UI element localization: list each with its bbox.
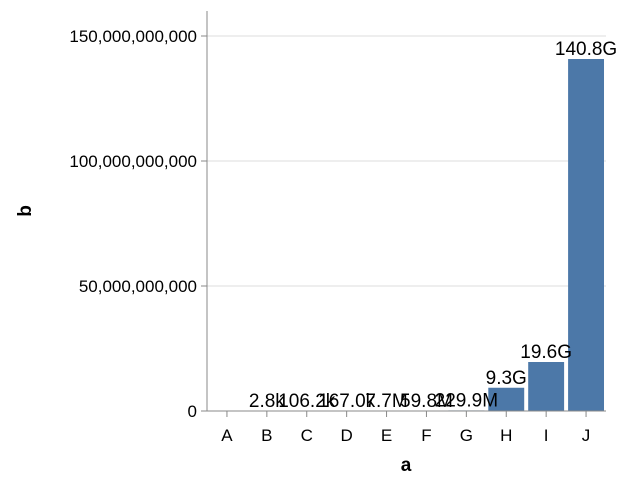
x-tick-label: A bbox=[221, 426, 233, 445]
y-tick-label: 0 bbox=[188, 402, 197, 421]
x-tick-label: H bbox=[500, 426, 512, 445]
x-tick-label: B bbox=[261, 426, 272, 445]
data-labels: 2.8k106.2k167.0k7.7M59.8M229.9M9.3G19.6G… bbox=[249, 39, 617, 412]
y-tick-label: 50,000,000,000 bbox=[79, 277, 197, 296]
bar-J bbox=[568, 59, 604, 411]
x-tick-label: F bbox=[421, 426, 431, 445]
x-tick-label: D bbox=[341, 426, 353, 445]
x-tick-label: J bbox=[582, 426, 591, 445]
x-tick-label: G bbox=[460, 426, 473, 445]
y-tick-label: 100,000,000,000 bbox=[69, 152, 197, 171]
x-tick-label: C bbox=[301, 426, 313, 445]
data-label: 9.3G bbox=[486, 368, 527, 389]
data-label: 140.8G bbox=[555, 39, 617, 60]
data-label: 19.6G bbox=[520, 342, 572, 363]
y-axis-title: b bbox=[15, 205, 36, 217]
data-label: 229.9M bbox=[435, 390, 498, 411]
y-tick-label: 150,000,000,000 bbox=[69, 27, 197, 46]
bar-I bbox=[528, 362, 564, 411]
x-tick-label: E bbox=[381, 426, 392, 445]
x-tick-label: I bbox=[544, 426, 549, 445]
x-axis-title: a bbox=[401, 455, 412, 476]
